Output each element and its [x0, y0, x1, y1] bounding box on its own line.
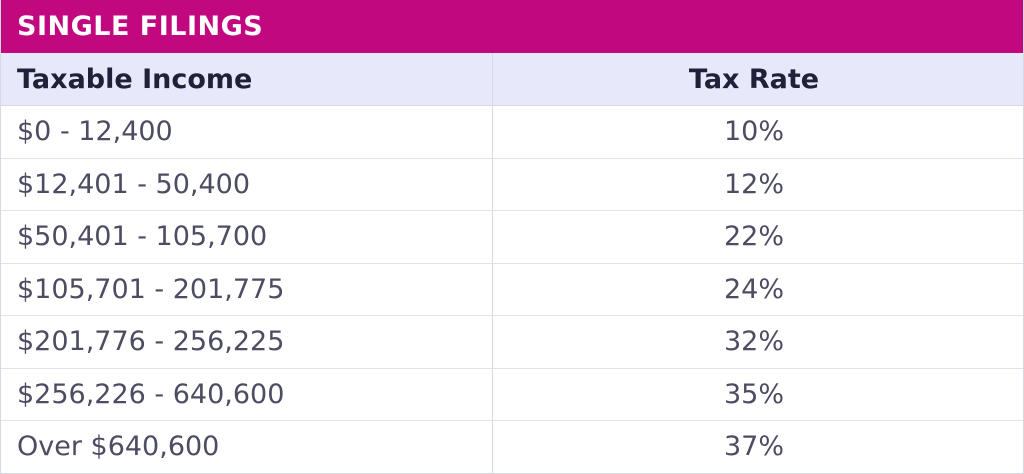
income-cell: $12,401 - 50,400	[1, 158, 493, 210]
table-header-row: Taxable Income Tax Rate	[1, 53, 1023, 106]
table-title: SINGLE FILINGS	[1, 0, 1023, 53]
rate-cell: 12%	[723, 168, 784, 200]
table-row: $50,401 - 105,700 22%	[1, 211, 1023, 264]
table-row: $12,401 - 50,400 12%	[1, 158, 1023, 211]
income-cell: Over $640,600	[1, 421, 493, 474]
rate-cell: 37%	[723, 431, 784, 462]
income-cell: $256,226 - 640,600	[1, 368, 493, 420]
table-row: $201,776 - 256,225 32%	[1, 316, 1023, 369]
income-cell: $105,701 - 201,775	[1, 263, 493, 315]
rate-cell: 35%	[723, 378, 784, 410]
income-cell: $201,776 - 256,225	[1, 316, 493, 368]
table-row: $256,226 - 640,600 35%	[1, 368, 1023, 421]
rate-cell: 32%	[723, 326, 784, 357]
income-cell: $50,401 - 105,700	[1, 211, 493, 263]
table-row: Over $640,600 37%	[1, 421, 1023, 474]
rate-cell: 24%	[723, 273, 784, 305]
rate-cell: 10%	[723, 116, 784, 147]
header-taxable-income: Taxable Income	[1, 53, 493, 105]
table-row: $0 - 12,400 10%	[1, 106, 1023, 159]
header-tax-rate: Tax Rate	[688, 64, 820, 95]
income-cell: $0 - 12,400	[1, 106, 493, 158]
rate-cell: 22%	[723, 221, 784, 252]
table-row: $105,701 - 201,775 24%	[1, 263, 1023, 316]
